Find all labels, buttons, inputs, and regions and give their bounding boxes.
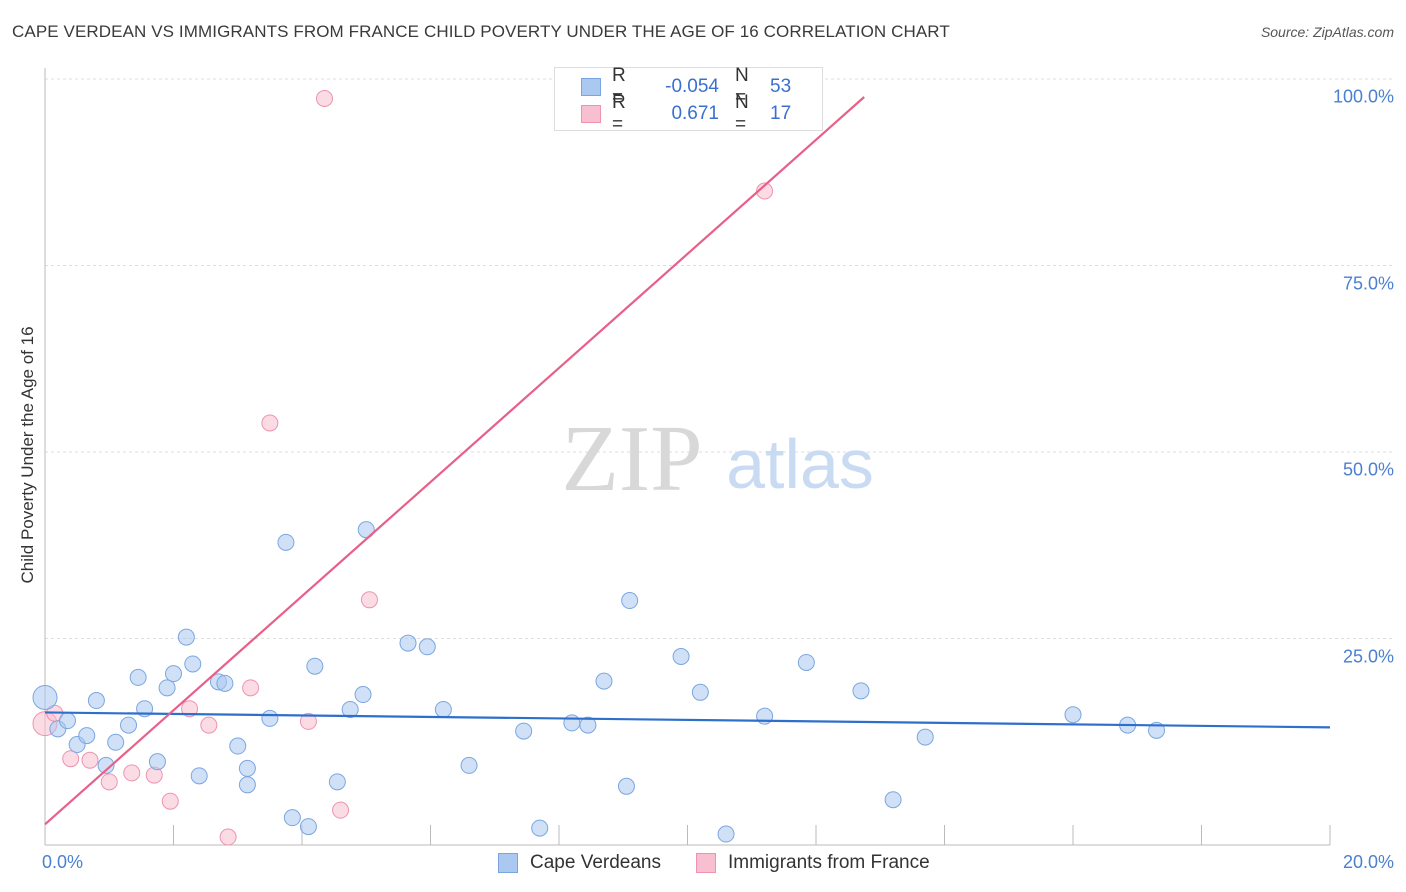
data-point[interactable] <box>360 591 378 609</box>
data-point[interactable] <box>32 685 58 711</box>
data-point[interactable] <box>299 818 317 836</box>
n-value: 17 <box>770 103 792 124</box>
series-legend: Cape Verdeans Immigrants from France <box>0 852 1406 878</box>
data-point[interactable] <box>129 668 147 686</box>
data-point[interactable] <box>242 679 260 697</box>
data-point[interactable] <box>852 682 870 700</box>
data-point[interactable] <box>579 716 597 734</box>
n-label: N = <box>735 92 749 135</box>
data-point[interactable] <box>418 638 436 656</box>
data-point[interactable] <box>328 773 346 791</box>
data-point[interactable] <box>181 700 199 718</box>
data-point[interactable] <box>283 809 301 827</box>
source-credit: Source: ZipAtlas.com <box>1260 24 1394 40</box>
x-tick-label: 20.0% <box>1342 852 1394 872</box>
data-point[interactable] <box>123 764 141 782</box>
data-point[interactable] <box>621 592 639 610</box>
data-point[interactable] <box>216 674 234 692</box>
series-immigrants-from-france <box>32 89 774 846</box>
data-point[interactable] <box>158 679 176 697</box>
data-point[interactable] <box>238 759 256 777</box>
data-point[interactable] <box>399 634 417 652</box>
data-point[interactable] <box>161 792 179 810</box>
data-point[interactable] <box>261 709 279 727</box>
legend-swatch-pink <box>696 853 716 873</box>
data-point[interactable] <box>81 751 99 769</box>
data-point[interactable] <box>797 653 815 671</box>
watermark-zip: ZIP <box>562 407 703 511</box>
legend-label: Immigrants from France <box>728 852 930 873</box>
chart-title: CAPE VERDEAN VS IMMIGRANTS FROM FRANCE C… <box>12 22 950 41</box>
x-tick-label: 0.0% <box>42 852 84 872</box>
data-point[interactable] <box>261 414 279 432</box>
data-point[interactable] <box>177 628 195 646</box>
data-point[interactable] <box>756 182 774 200</box>
data-point[interactable] <box>315 89 333 107</box>
data-point[interactable] <box>672 648 690 665</box>
watermark-atlas: atlas <box>726 425 874 503</box>
axes <box>44 68 1331 846</box>
data-point[interactable] <box>107 733 125 751</box>
data-point[interactable] <box>691 683 709 701</box>
data-point[interactable] <box>277 533 295 551</box>
data-point[interactable] <box>238 776 256 794</box>
legend-swatch-blue <box>498 853 518 873</box>
r-label: R = <box>612 92 626 135</box>
data-point[interactable] <box>306 657 324 675</box>
data-point[interactable] <box>1064 706 1082 724</box>
data-point[interactable] <box>717 825 735 843</box>
watermark: ZIP atlas <box>562 407 874 511</box>
series-cape-verdeans <box>32 521 1166 843</box>
data-point[interactable] <box>332 801 350 819</box>
data-point[interactable] <box>916 728 934 746</box>
data-point[interactable] <box>190 767 208 785</box>
data-point[interactable] <box>148 753 166 771</box>
correlation-legend: R = -0.054 N = 53 R = 0.671 N = 17 <box>554 65 823 135</box>
data-point[interactable] <box>219 828 237 846</box>
legend-item-cape-verdeans[interactable]: Cape Verdeans <box>498 852 661 874</box>
data-point[interactable] <box>515 722 533 740</box>
r-value: 0.671 <box>671 103 719 124</box>
data-point[interactable] <box>184 655 202 673</box>
data-point[interactable] <box>617 777 635 795</box>
n-value: 53 <box>770 76 792 97</box>
r-value: -0.054 <box>665 76 719 97</box>
data-point[interactable] <box>563 714 581 732</box>
data-point[interactable] <box>434 700 452 718</box>
data-point[interactable] <box>354 686 372 704</box>
legend-item-immigrants-from-france[interactable]: Immigrants from France <box>696 852 930 874</box>
data-point[interactable] <box>595 672 613 690</box>
trend-line-immigrants-from-france <box>44 96 865 826</box>
data-point[interactable] <box>87 692 105 710</box>
data-point[interactable] <box>62 750 80 768</box>
trend-line-cape-verdeans <box>44 711 1331 729</box>
data-point[interactable] <box>460 756 478 774</box>
r-label: R = <box>612 65 626 108</box>
data-point[interactable] <box>200 716 218 734</box>
y-tick-label: 100.0% <box>1332 86 1394 107</box>
trend-lines <box>44 96 1331 826</box>
data-point[interactable] <box>229 737 247 755</box>
data-point[interactable] <box>97 756 115 774</box>
data-point[interactable] <box>58 712 76 730</box>
data-point[interactable] <box>341 700 359 718</box>
legend-swatch-blue <box>581 78 601 96</box>
legend-swatch-pink <box>581 105 601 123</box>
y-tick-label: 50.0% <box>1342 459 1394 480</box>
data-point[interactable] <box>78 727 96 745</box>
data-point[interactable] <box>299 712 317 730</box>
legend-label: Cape Verdeans <box>530 852 661 873</box>
data-point[interactable] <box>531 819 549 837</box>
y-tick-label: 75.0% <box>1342 273 1394 293</box>
n-label: N = <box>735 65 749 108</box>
y-tick-label: 25.0% <box>1342 646 1394 666</box>
data-point[interactable] <box>120 716 138 734</box>
gridlines <box>45 78 1392 639</box>
data-point[interactable] <box>884 791 902 809</box>
data-point[interactable] <box>100 773 118 791</box>
data-point[interactable] <box>165 665 182 683</box>
